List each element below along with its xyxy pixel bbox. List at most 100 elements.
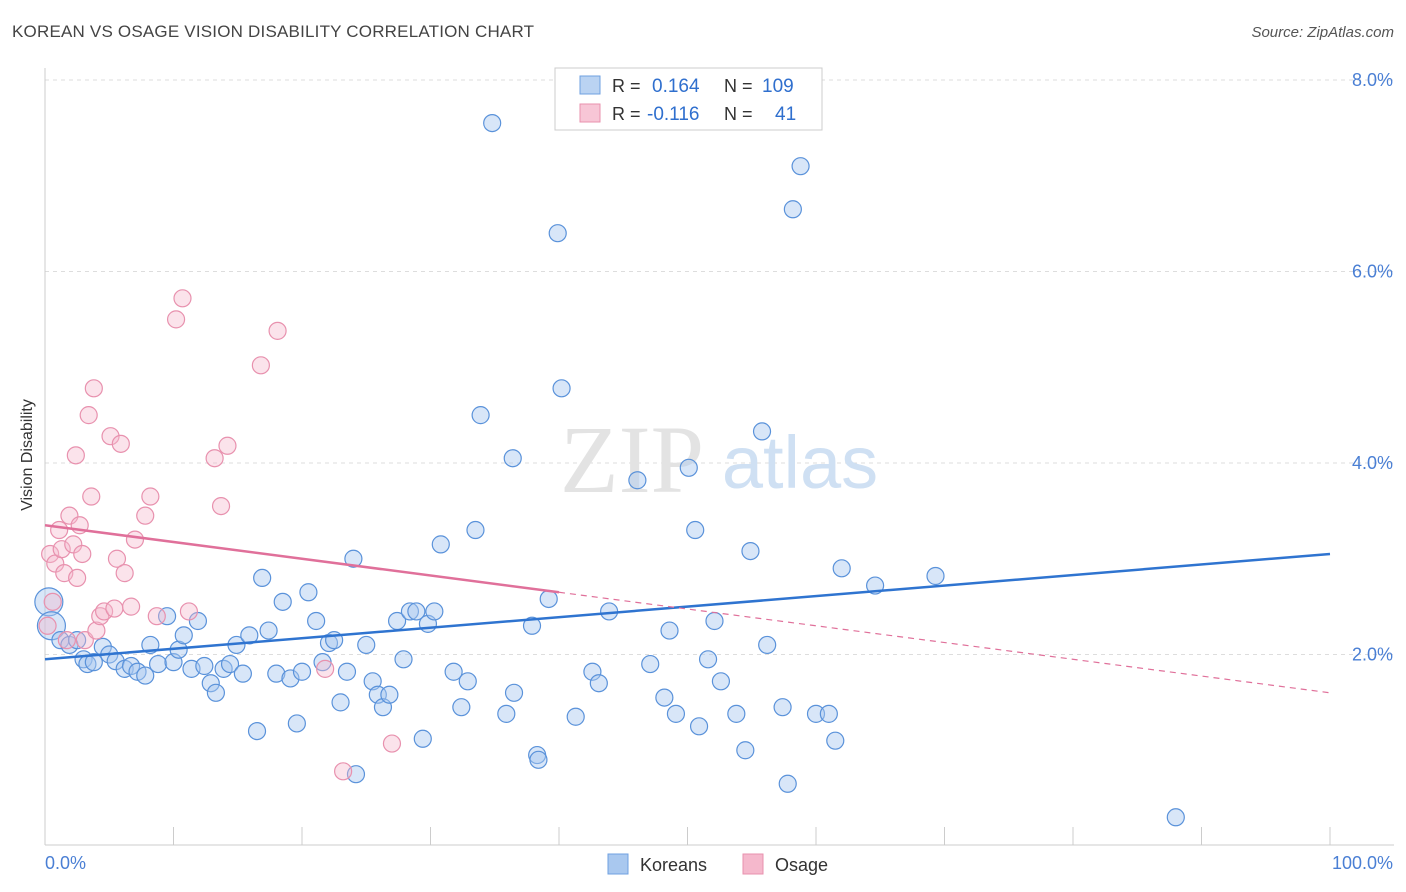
trend-lines (44, 523, 1331, 694)
korean-point (273, 592, 292, 611)
series-legend: Koreans Osage (607, 853, 828, 875)
y-tick-label: 8.0% (1352, 70, 1393, 90)
korean-point (806, 704, 826, 723)
korean-point (319, 633, 339, 653)
series-legend-swatch-koreans (607, 853, 629, 875)
korean-point (1166, 808, 1185, 827)
korean-point (471, 406, 490, 425)
korean-point (84, 653, 103, 672)
osage-point (87, 621, 106, 640)
osage-point (84, 379, 103, 398)
y-tick-label: 6.0% (1352, 262, 1393, 282)
korean-point (773, 698, 792, 717)
korean-point (136, 666, 155, 685)
korean-point (711, 672, 731, 691)
korean-point (641, 654, 660, 674)
tick-labels: 2.0% 4.0% 6.0% 8.0% 0.0% 100.0% (45, 70, 1393, 873)
korean-point (752, 422, 772, 441)
korean-point (783, 200, 802, 219)
korean-point (497, 704, 516, 723)
korean-point (68, 631, 87, 650)
osage-point (82, 487, 101, 506)
korean-point (778, 774, 797, 793)
korean-point (819, 704, 838, 723)
korean-point (380, 685, 399, 704)
osage-point (41, 544, 60, 564)
korean-point (206, 683, 226, 702)
korean-point (394, 650, 413, 669)
legend-r-value: -0.116 (647, 104, 699, 125)
osage-point (101, 427, 120, 446)
y-tick-label: 2.0% (1352, 645, 1393, 665)
korean-point (344, 549, 363, 568)
korean-point (741, 541, 760, 561)
osage-points (38, 289, 402, 781)
osage-point (111, 434, 130, 453)
korean-point (431, 535, 450, 554)
korean-point (483, 113, 502, 133)
korean-point (832, 559, 851, 578)
osage-point (268, 321, 287, 340)
osage-point (107, 549, 127, 568)
x-tick-label: 100.0% (1332, 853, 1393, 873)
korean-point (357, 635, 376, 655)
osage-point (382, 734, 402, 753)
korean-point (655, 688, 674, 707)
chart-title: KOREAN VS OSAGE VISION DISABILITY CORREL… (12, 22, 535, 41)
legend-r-label: R = (612, 104, 641, 124)
korean-point (466, 520, 485, 540)
korean-point (240, 626, 259, 645)
osage-point (334, 762, 353, 781)
axes (44, 68, 1394, 846)
legend-n-value: 109 (762, 76, 794, 97)
korean-point (281, 669, 300, 688)
korean-point (566, 707, 585, 726)
korean-point (253, 568, 272, 588)
korean-point (299, 583, 318, 602)
osage-point (211, 496, 231, 516)
osage-point (68, 568, 87, 588)
korean-point (705, 611, 724, 631)
osage-point (121, 597, 141, 616)
legend-r-value: 0.164 (652, 76, 700, 97)
korean-point (34, 587, 64, 617)
korean-point (233, 664, 252, 683)
legend-n-label: N = (724, 76, 753, 96)
x-tick-label: 0.0% (45, 853, 86, 873)
osage-point (316, 659, 335, 678)
series-legend-koreans: Koreans (640, 855, 707, 875)
korean-point (679, 458, 698, 477)
korean-point (698, 650, 718, 669)
osage-point (218, 436, 237, 455)
legend-r-label: R = (612, 76, 641, 96)
korean-point (826, 731, 845, 750)
korean-point (458, 672, 477, 691)
osage-point (179, 602, 199, 621)
legend-n-value: 41 (775, 104, 796, 125)
osage-point (73, 544, 92, 564)
osage-point (205, 449, 224, 468)
korean-point (363, 672, 382, 691)
korean-point (727, 704, 746, 723)
osage-trend-line (44, 523, 560, 594)
korean-point (292, 662, 312, 681)
korean-point (247, 721, 267, 741)
korean-point (589, 674, 608, 693)
osage-point (251, 356, 270, 375)
osage-point (173, 289, 192, 308)
korean-point (539, 589, 558, 609)
korean-point (503, 449, 522, 468)
korean-point (331, 693, 350, 712)
korean-point (529, 750, 548, 769)
osage-point (95, 602, 114, 621)
korean-point (201, 674, 220, 693)
osage-point (52, 540, 71, 559)
series-legend-osage: Osage (775, 855, 828, 875)
korean-point (660, 621, 679, 640)
y-tick-label: 4.0% (1352, 453, 1393, 473)
korean-point (413, 729, 432, 748)
korean-point (504, 683, 524, 702)
osage-point (147, 607, 166, 626)
korean-point (407, 602, 426, 621)
